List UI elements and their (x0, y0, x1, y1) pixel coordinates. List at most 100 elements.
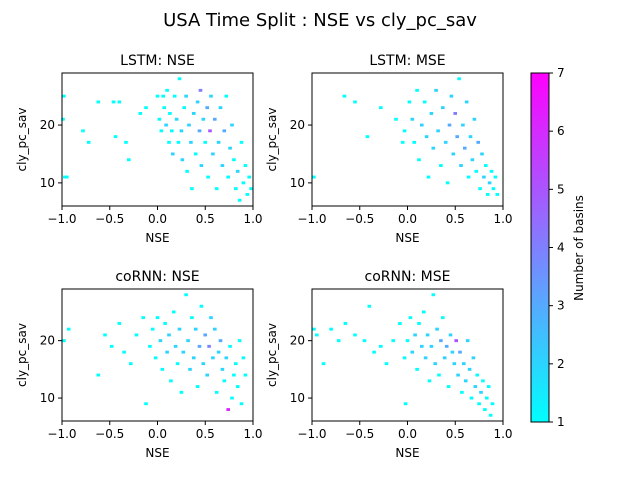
x-tick-label: 0.0 (148, 427, 167, 441)
heatmap-cell (109, 344, 114, 348)
heatmap-cell (179, 390, 184, 394)
heatmap-cell (362, 339, 367, 343)
heatmap-cell (216, 140, 221, 144)
heatmap-cell (444, 344, 449, 348)
heatmap-cell (427, 379, 432, 383)
heatmap-cell (343, 322, 348, 325)
heatmap-cell (468, 135, 473, 139)
heatmap-cell (141, 316, 145, 320)
heatmap-cell (201, 362, 206, 366)
heatmap-cell (171, 310, 176, 314)
heatmap-cell (465, 339, 470, 343)
plot-frame (311, 72, 504, 207)
heatmap-cell (434, 88, 438, 92)
heatmap-cell (211, 356, 215, 360)
heatmap-cell (452, 362, 457, 366)
heatmap-cell (144, 402, 148, 406)
y-axis-label: cly_pc_sav (265, 323, 279, 387)
heatmap-cell (472, 117, 477, 121)
x-tick-label: −0.5 (95, 427, 124, 441)
heatmap-cell (213, 117, 217, 121)
heatmap-cell (160, 367, 165, 371)
heatmap-cell (168, 112, 172, 115)
heatmap-cell (408, 316, 413, 320)
heatmap-cell (184, 94, 188, 98)
heatmap-cell (461, 123, 465, 127)
heatmap-cell (241, 181, 246, 185)
heatmap-cell (192, 356, 196, 360)
heatmap-cell (415, 367, 419, 371)
heatmap-cell (222, 129, 227, 133)
x-tick-label: 1.0 (493, 212, 512, 226)
heatmap-cell (218, 339, 223, 343)
x-axis-label: NSE (145, 446, 169, 460)
heatmap-cell (459, 164, 463, 167)
heatmap-cell (213, 327, 217, 331)
heatmap-cell (171, 152, 175, 156)
heatmap-cell (453, 112, 457, 115)
heatmap-cell (218, 106, 223, 110)
heatmap-cell (410, 117, 415, 121)
x-tick-label: 0.5 (446, 212, 465, 226)
heatmap-cell (437, 373, 441, 377)
heatmap-cell (439, 164, 443, 167)
heatmap-cell (243, 373, 248, 377)
heatmap-cell (445, 181, 450, 185)
heatmap-cell (471, 356, 476, 360)
x-tick-label: −1.0 (47, 212, 76, 226)
y-axis-label: cly_pc_sav (15, 323, 29, 387)
heatmap-cell (417, 322, 421, 325)
heatmap-cell (199, 164, 204, 167)
heatmap-cell (353, 100, 357, 104)
heatmap-cell (170, 129, 174, 133)
heatmap-cell (234, 362, 238, 366)
heatmap-cell (163, 322, 167, 325)
heatmap-cell (117, 100, 122, 104)
heatmap-cell (62, 339, 66, 343)
y-tick-label: 20 (290, 118, 305, 132)
heatmap-cell (174, 117, 179, 121)
heatmap-cell (486, 385, 491, 388)
heatmap-cell (449, 94, 454, 98)
panel-title: LSTM: MSE (369, 53, 445, 69)
colorbar-tick-label: 5 (557, 182, 565, 196)
heatmap-cell (405, 339, 410, 343)
heatmap-cell (367, 304, 372, 308)
heatmap-cell (484, 164, 488, 167)
heatmap-cell (422, 100, 427, 104)
heatmap-cell (235, 169, 240, 173)
heatmap-cell (442, 356, 447, 360)
x-tick-label: 0.0 (398, 427, 417, 441)
heatmap-cell (169, 379, 173, 383)
heatmap-cell (165, 88, 169, 92)
heatmap-cell (241, 356, 246, 360)
colorbar-tick-label: 6 (557, 124, 565, 138)
x-tick-label: 1.0 (243, 212, 262, 226)
x-axis-label: NSE (395, 446, 419, 460)
x-tick-label: −0.5 (345, 212, 374, 226)
heatmap-cell (436, 129, 440, 133)
heatmap-cell (249, 187, 253, 191)
heatmap-cell (495, 193, 500, 196)
heatmap-cell (421, 310, 426, 314)
heatmap-cell (480, 152, 484, 156)
heatmap-cell (491, 187, 496, 191)
heatmap-cell (150, 327, 155, 331)
panel-title: coRNN: MSE (365, 269, 451, 285)
heatmap-cell (232, 373, 236, 377)
heatmap-cell (403, 402, 408, 406)
heatmap-cell (400, 140, 405, 144)
colorbar-tick-label: 7 (557, 66, 565, 80)
heatmap-cell (224, 356, 229, 360)
heatmap-cell (454, 339, 458, 343)
heatmap-cell (167, 140, 171, 144)
heatmap-cell (63, 175, 67, 179)
colorbar-tick-label: 3 (557, 299, 565, 313)
heatmap-cell (482, 175, 486, 179)
heatmap-cell (420, 344, 424, 348)
heatmap-cell (182, 106, 186, 110)
heatmap-cell (431, 293, 436, 297)
x-tick-label: 1.0 (243, 427, 262, 441)
heatmap-cell (245, 193, 250, 196)
heatmap-cell (211, 152, 215, 156)
